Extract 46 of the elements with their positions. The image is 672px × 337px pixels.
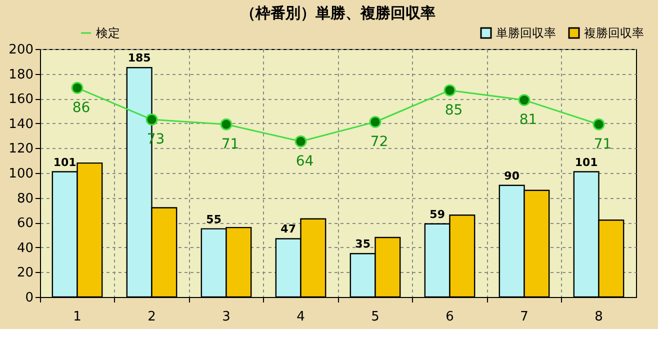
y-tick-label: 180	[8, 67, 34, 82]
data-label: 185	[128, 52, 151, 65]
x-tick-label: 6	[446, 310, 454, 324]
x-tick-label: 7	[520, 310, 528, 324]
legend-label: 単勝回収率	[496, 26, 556, 40]
point	[71, 82, 84, 94]
y-tick-label: 160	[8, 92, 34, 108]
data-label: 72	[370, 134, 388, 150]
point	[369, 116, 382, 128]
y-tick-label: 60	[16, 216, 34, 232]
y-tick-label: 100	[8, 166, 34, 182]
data-label: 59	[430, 208, 445, 221]
data-label: 101	[574, 156, 598, 169]
legend-label: 検定	[96, 26, 120, 40]
data-label: 90	[504, 169, 520, 182]
point	[444, 84, 456, 96]
data-label: 55	[206, 212, 222, 226]
x-tick-label: 1	[73, 310, 82, 324]
y-tick-label: 200	[8, 42, 34, 58]
x-tick-label: 4	[296, 310, 305, 324]
y-tick-label: 0	[25, 290, 34, 306]
x-tick-label: 5	[371, 310, 380, 324]
data-label: 85	[444, 102, 463, 118]
data-label: 47	[280, 222, 296, 236]
x-tick-label: 3	[222, 310, 230, 324]
point	[294, 135, 307, 148]
x-tick-label: 2	[148, 310, 156, 324]
chart-title: （枠番別）単勝、複勝回収率	[240, 4, 436, 22]
point	[518, 94, 530, 106]
legend-label: 複勝回収率	[584, 26, 644, 40]
data-label: 71	[221, 136, 240, 152]
data-label: 101	[53, 156, 76, 169]
data-label: 64	[296, 153, 314, 170]
y-tick-label: 140	[8, 116, 34, 132]
point	[220, 118, 232, 130]
data-label: 35	[355, 238, 370, 251]
y-tick-label: 20	[16, 266, 34, 281]
data-label: 81	[519, 112, 538, 128]
data-label: 86	[72, 100, 90, 116]
point	[146, 114, 158, 126]
y-tick-label: 80	[16, 191, 34, 206]
y-tick-label: 120	[8, 142, 34, 157]
x-tick-label: 8	[594, 310, 603, 324]
point	[592, 118, 605, 130]
data-label: 71	[594, 136, 612, 152]
y-tick-label: 40	[16, 240, 34, 256]
